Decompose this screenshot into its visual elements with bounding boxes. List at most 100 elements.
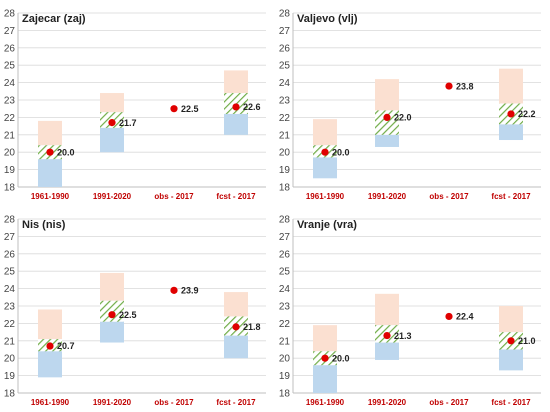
- y-tick-label: 27: [4, 232, 16, 243]
- y-tick-label: 23: [4, 302, 16, 313]
- data-point: [321, 354, 329, 362]
- y-tick-label: 25: [4, 267, 16, 278]
- y-tick-label: 20: [279, 148, 291, 159]
- y-tick-label: 18: [279, 389, 291, 400]
- y-tick-label: 28: [4, 9, 16, 20]
- y-tick-label: 19: [279, 371, 291, 382]
- x-category-label: 1991-2020: [368, 398, 407, 407]
- data-point: [108, 311, 116, 319]
- y-tick-label: 20: [4, 148, 16, 159]
- x-category-label: 1961-1990: [31, 192, 70, 201]
- x-category-label: 1991-2020: [93, 192, 132, 201]
- y-tick-label: 25: [4, 61, 16, 72]
- box-lower-range: [313, 157, 337, 179]
- y-tick-label: 19: [279, 165, 291, 176]
- data-point: [46, 342, 54, 350]
- data-label: 20.0: [57, 147, 75, 157]
- chart-panel-2: 18 19 20 21 22 23 24 25 26 27 28 20.0 22.0 23.8 22.2 19…: [279, 9, 541, 201]
- box-upper-range: [375, 293, 399, 326]
- data-label: 23.8: [456, 81, 474, 91]
- y-tick-label: 28: [279, 215, 291, 226]
- box-upper-range: [100, 272, 124, 301]
- box-upper-range: [375, 79, 399, 111]
- x-category-label: obs - 2017: [429, 192, 469, 201]
- y-tick-label: 28: [279, 9, 291, 20]
- y-tick-label: 21: [279, 130, 291, 141]
- data-point: [445, 312, 453, 321]
- x-category-label: obs - 2017: [154, 192, 194, 201]
- box-lower-range: [375, 134, 399, 147]
- data-point: [108, 119, 116, 127]
- data-point: [46, 148, 54, 156]
- y-tick-label: 22: [279, 113, 291, 124]
- data-label: 21.0: [518, 336, 536, 346]
- data-label: 22.5: [181, 104, 199, 114]
- y-tick-label: 22: [4, 319, 16, 330]
- data-label: 20.0: [332, 353, 350, 363]
- data-label: 22.0: [394, 113, 412, 123]
- chart-title: Valjevo (vlj): [297, 13, 358, 25]
- data-point: [383, 331, 391, 340]
- data-point: [232, 323, 240, 331]
- box-lower-range: [224, 113, 248, 135]
- data-label: 21.8: [243, 322, 261, 332]
- data-label: 21.3: [394, 331, 412, 341]
- box-upper-range: [313, 325, 337, 352]
- y-tick-label: 25: [279, 61, 291, 72]
- data-point: [232, 103, 240, 111]
- chart-title: Vranje (vra): [297, 219, 357, 231]
- x-category-label: 1961-1990: [306, 398, 345, 407]
- box-upper-range: [313, 119, 337, 146]
- data-point: [383, 113, 391, 121]
- y-tick-label: 19: [4, 371, 16, 382]
- box-upper-range: [224, 292, 248, 317]
- y-tick-label: 26: [4, 43, 16, 54]
- y-tick-label: 20: [279, 354, 291, 365]
- data-label: 22.6: [243, 102, 261, 112]
- box-upper-range: [499, 306, 523, 333]
- box-upper-range: [499, 68, 523, 104]
- x-category-label: fcst - 2017: [216, 192, 256, 201]
- data-label: 23.9: [181, 286, 199, 296]
- box-upper-range: [38, 120, 62, 146]
- y-tick-label: 26: [279, 43, 291, 54]
- y-tick-label: 22: [4, 113, 16, 124]
- y-tick-label: 21: [279, 336, 291, 347]
- x-category-label: 1961-1990: [306, 192, 345, 201]
- y-tick-label: 26: [279, 249, 291, 260]
- x-category-label: 1961-1990: [31, 398, 70, 407]
- box-lower-range: [499, 349, 523, 371]
- y-tick-label: 18: [279, 183, 291, 194]
- box-lower-range: [100, 321, 124, 343]
- y-tick-label: 24: [4, 284, 16, 295]
- data-point: [445, 82, 453, 90]
- box-lower-range: [100, 127, 124, 153]
- x-category-label: fcst - 2017: [216, 398, 256, 407]
- y-tick-label: 25: [279, 267, 291, 278]
- box-upper-range: [224, 70, 248, 94]
- box-lower-range: [313, 365, 337, 393]
- chart-title: Zajecar (zaj): [22, 13, 86, 25]
- chart-panel-3: 18 19 20 21 22 23 24 25 26 27 28 20.7 22.5 23.9 21.8 19…: [4, 215, 266, 407]
- data-point: [170, 286, 178, 294]
- y-tick-label: 24: [4, 78, 16, 89]
- box-lower-range: [224, 335, 248, 359]
- x-category-label: obs - 2017: [154, 398, 194, 407]
- box-lower-range: [38, 159, 62, 187]
- box-lower-range: [499, 124, 523, 141]
- y-tick-label: 23: [279, 96, 291, 107]
- data-point: [170, 105, 178, 113]
- data-label: 20.7: [57, 341, 75, 351]
- box-lower-range: [375, 342, 399, 360]
- y-tick-label: 23: [4, 96, 16, 107]
- y-tick-label: 28: [4, 215, 16, 226]
- y-tick-label: 21: [4, 130, 16, 141]
- x-category-label: 1991-2020: [368, 192, 407, 201]
- y-tick-label: 20: [4, 354, 16, 365]
- x-category-label: fcst - 2017: [491, 192, 531, 201]
- x-category-label: obs - 2017: [429, 398, 469, 407]
- y-tick-label: 27: [279, 232, 291, 243]
- box-upper-range: [100, 93, 124, 113]
- data-label: 22.2: [518, 109, 536, 119]
